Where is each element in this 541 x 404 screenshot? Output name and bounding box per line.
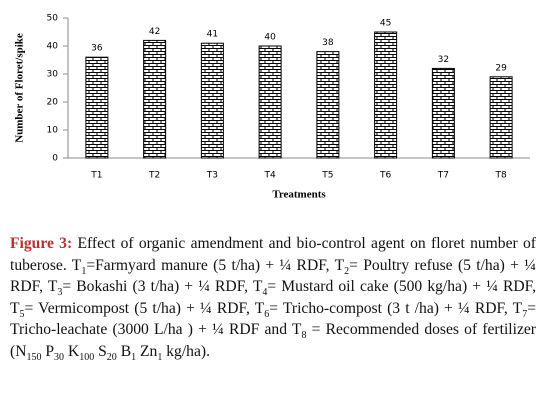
caption-text: K <box>64 342 80 360</box>
subscript: 6 <box>264 308 270 320</box>
subscript: 1 <box>131 352 137 364</box>
caption-text: B <box>116 342 132 360</box>
caption-text: = Mustard oil cake (500 kg/ha) + ¼ RDF, … <box>10 278 536 317</box>
subscript: 1 <box>81 265 87 277</box>
x-tick-label: T8 <box>495 171 507 181</box>
caption-text: = Recommended doses of fertilizer (N <box>10 321 536 360</box>
bar <box>489 76 513 159</box>
bar <box>85 56 109 159</box>
x-tick-label: T3 <box>206 171 218 181</box>
y-tick-label: 0 <box>52 154 58 164</box>
subscript: 100 <box>79 352 95 364</box>
data-label: 29 <box>495 63 507 73</box>
subscript: 8 <box>301 330 307 342</box>
subscript: 20 <box>106 352 117 364</box>
subscript: 1 <box>157 352 163 364</box>
y-tick-label: 20 <box>47 98 59 108</box>
caption-text: = Tricho-compost (3 t /ha) + ¼ RDF, T <box>269 299 523 317</box>
subscript: 3 <box>57 287 63 299</box>
figure-label: Figure 3: <box>10 235 73 252</box>
caption-text: S <box>94 342 107 360</box>
bar <box>143 39 167 159</box>
y-tick-label: 10 <box>47 126 59 136</box>
subscript: 7 <box>522 308 528 320</box>
caption-text: kg/ha). <box>162 342 210 360</box>
subscript: 5 <box>19 308 25 320</box>
subscript: 4 <box>262 287 268 299</box>
subscript: 150 <box>26 352 42 364</box>
caption-text: Effect of organic amendment and bio-cont… <box>10 235 536 274</box>
caption-text: Zn <box>136 342 158 360</box>
bar <box>316 51 340 159</box>
y-tick-label: 30 <box>47 70 59 80</box>
data-label: 41 <box>207 30 218 40</box>
bar <box>374 31 398 159</box>
y-tick-label: 40 <box>47 42 59 52</box>
data-label: 45 <box>380 19 391 29</box>
caption: Figure 3: Effect of organic amendment an… <box>10 233 536 363</box>
x-axis-label: Treatments <box>272 189 326 201</box>
x-tick-label: T2 <box>148 171 160 181</box>
caption-text: = Poultry refuse (5 t/ha) + ¼ RDF, T <box>10 256 536 296</box>
bar <box>431 67 455 159</box>
subscript: 30 <box>54 352 65 364</box>
caption-text: = Tricho-leachate (3000 L/ha ) + ¼ RDF a… <box>10 299 536 339</box>
x-tick-label: T7 <box>437 171 449 181</box>
data-label: 36 <box>91 44 103 54</box>
caption-text: =Farmyard manure (5 t/ha) + ¼ RDF, T <box>86 256 345 274</box>
data-label: 38 <box>322 38 334 48</box>
caption-text: = Vermicompost (5 t/ha) + ¼ RDF, T <box>24 299 265 317</box>
x-tick-label: T6 <box>379 171 391 181</box>
data-label: 40 <box>264 33 276 43</box>
bar <box>200 42 224 159</box>
data-label: 42 <box>149 27 160 37</box>
y-axis-label: Number of Floret/spike <box>14 33 26 143</box>
data-label: 32 <box>438 55 449 65</box>
y-tick-label: 50 <box>47 14 59 24</box>
caption-text: = Bokashi (3 t/ha) + ¼ RDF, T <box>62 278 263 296</box>
bar <box>258 45 282 159</box>
x-tick-label: T1 <box>90 171 102 181</box>
subscript: 2 <box>344 265 350 277</box>
chart: Number of Floret/spike Treatments 0 10 20 3… <box>14 14 530 201</box>
x-tick-label: T5 <box>321 171 333 181</box>
caption-text: P <box>41 342 55 360</box>
x-tick-label: T4 <box>264 171 276 181</box>
